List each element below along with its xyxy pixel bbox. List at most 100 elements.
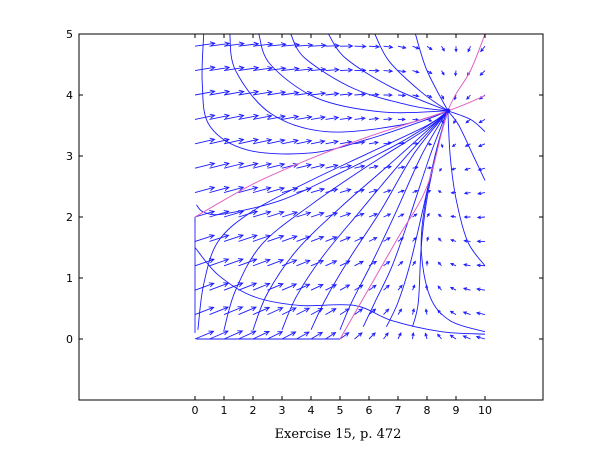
field-arrow-shaft — [252, 331, 270, 340]
field-arrow-head — [450, 191, 455, 195]
field-arrow-head — [209, 161, 216, 167]
field-arrow-head — [222, 330, 229, 336]
trajectory-curve — [290, 33, 448, 112]
field-arrow — [339, 236, 352, 242]
field-arrow-head — [318, 284, 324, 289]
field-arrow-shaft — [209, 258, 229, 267]
field-arrow-shaft — [368, 165, 378, 169]
field-arrow — [383, 93, 393, 98]
field-arrow-shaft — [397, 213, 404, 218]
field-arrow — [426, 118, 433, 122]
field-arrow-head — [290, 331, 297, 337]
field-arrow-shaft — [281, 211, 298, 218]
field-arrow-head — [449, 310, 454, 315]
field-arrow — [267, 66, 287, 72]
field-arrow — [412, 260, 416, 267]
field-arrow — [267, 210, 285, 218]
field-arrow — [424, 308, 428, 315]
field-arrow-head — [320, 42, 327, 49]
field-arrow-head — [330, 332, 337, 337]
field-arrow-head — [428, 142, 433, 146]
field-arrow — [209, 65, 231, 72]
field-arrow — [194, 65, 216, 72]
field-arrow-shaft — [296, 164, 312, 169]
field-arrow-shaft — [296, 116, 312, 120]
field-arrow-head — [424, 308, 428, 313]
field-arrow-shaft — [354, 237, 364, 242]
field-arrow-head — [449, 334, 454, 339]
field-arrow — [354, 44, 367, 49]
field-arrow — [439, 167, 442, 172]
field-arrow-head — [387, 165, 393, 169]
field-arrow — [466, 94, 471, 100]
field-arrow-shaft — [397, 261, 403, 267]
direction-field — [194, 41, 486, 340]
field-arrow-head — [250, 306, 257, 312]
field-arrow-head — [318, 211, 325, 217]
field-arrow-head — [450, 239, 454, 243]
field-arrow-head — [359, 212, 365, 217]
field-arrow-head — [360, 116, 366, 121]
field-arrow-shaft — [463, 264, 471, 267]
trajectory-curve — [447, 110, 486, 132]
field-arrow — [310, 42, 327, 49]
field-arrow-head — [476, 215, 482, 220]
field-arrow-head — [304, 259, 311, 265]
field-arrow-head — [290, 307, 297, 313]
field-arrow-shaft — [397, 308, 402, 315]
field-arrow — [325, 163, 339, 169]
field-arrow-head — [333, 139, 339, 145]
field-arrow — [296, 163, 313, 169]
field-arrow — [475, 311, 486, 316]
field-arrow — [310, 331, 324, 340]
field-arrow — [238, 161, 259, 169]
field-arrow-shaft — [209, 90, 230, 96]
equilibrium-point — [445, 108, 451, 114]
field-arrow-shaft — [397, 190, 405, 194]
field-arrow — [209, 258, 230, 267]
field-arrow — [437, 285, 442, 291]
field-arrow-head — [401, 117, 406, 122]
trajectory-curve — [258, 33, 448, 114]
field-arrow-shaft — [194, 162, 215, 169]
field-arrow — [238, 282, 258, 291]
field-arrow — [281, 211, 299, 218]
field-arrow — [238, 258, 258, 267]
field-arrow-shaft — [354, 308, 363, 315]
field-arrow — [383, 44, 394, 49]
field-arrow-shaft — [209, 234, 229, 242]
field-arrow-head — [209, 41, 216, 47]
field-arrow — [325, 332, 337, 340]
field-arrow-head — [454, 48, 458, 53]
field-arrow-head — [358, 308, 364, 313]
field-arrow-head — [478, 119, 483, 124]
field-arrow — [194, 234, 216, 242]
field-arrow — [310, 91, 327, 97]
field-arrow-head — [475, 311, 481, 316]
field-arrow — [476, 263, 486, 268]
field-arrow-shaft — [238, 282, 257, 291]
field-arrow-shaft — [383, 213, 391, 218]
field-arrow — [281, 283, 298, 291]
field-arrow — [412, 284, 416, 291]
field-arrow-shaft — [209, 114, 230, 120]
field-arrow — [238, 330, 257, 340]
field-arrow — [194, 282, 215, 291]
field-arrow-head — [318, 235, 325, 241]
field-arrow-shaft — [209, 306, 229, 316]
field-arrow — [252, 306, 271, 316]
field-arrow-head — [319, 139, 326, 145]
field-arrow-head — [266, 138, 273, 144]
field-arrow-head — [347, 67, 354, 73]
field-arrow-head — [426, 236, 429, 240]
field-arrow — [281, 90, 300, 96]
field-arrow — [223, 330, 244, 340]
field-arrow — [397, 213, 405, 218]
field-arrow-head — [388, 93, 393, 98]
field-arrow-shaft — [223, 306, 243, 316]
field-arrow — [397, 284, 403, 291]
field-arrow-head — [359, 260, 364, 265]
x-tick-label: 4 — [308, 404, 315, 417]
field-arrow — [325, 236, 338, 242]
field-arrow-head — [400, 213, 405, 217]
